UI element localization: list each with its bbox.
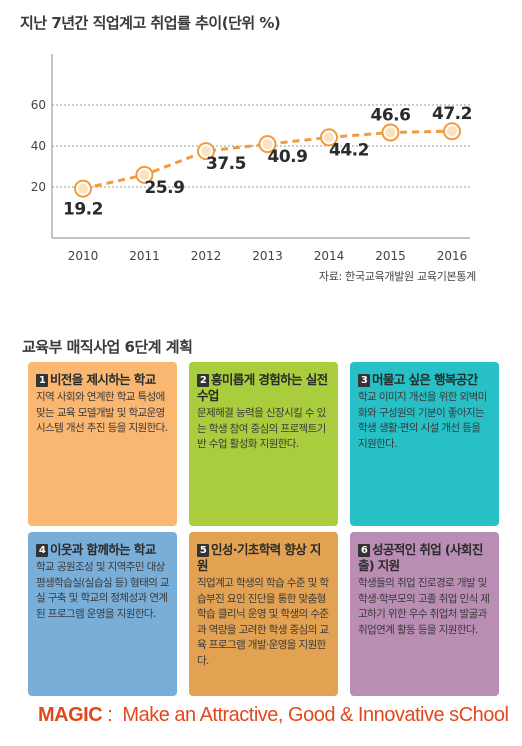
- plan-card-body: 학교 공원조성 및 지역주민 대상 평생학습실(실습실 등) 형태의 교실 구축…: [36, 561, 170, 620]
- data-point-inner: [447, 126, 457, 137]
- plan-card-body: 직업계고 학생의 학습 수준 및 학습부진 요인 진단을 통한 맞춤형 학습 클…: [197, 577, 329, 667]
- line-chart: 20 40 60 2010 2011 2012 2013 2014 2015 2016 19.2 25…: [31, 54, 472, 263]
- plan-card-title: 5 인성·기초학력 향상 지원: [197, 542, 321, 573]
- magic-key: MAGIC: [38, 704, 103, 726]
- plan-card-title: 4 이웃과 함께하는 학교: [36, 542, 169, 558]
- step-number: 3: [358, 374, 370, 387]
- x-tick-label: 2013: [252, 249, 283, 263]
- x-tick-label: 2012: [191, 249, 222, 263]
- plan-card-6: 6 성공적인 취업 (사회진출) 지원 학생들의 취업 진로경로 개발 및 학생·…: [350, 532, 499, 696]
- chart-title: 지난 7년간 직업계고 취업률 추이(단위 %): [20, 14, 281, 32]
- data-label: 19.2: [63, 200, 103, 220]
- data-point-inner: [78, 183, 88, 194]
- plan-card-body: 문제해결 능력을 신장시킬 수 있는 학생 참여 중심의 프로젝트기반 수업 활…: [197, 407, 326, 450]
- data-point-inner: [262, 139, 273, 150]
- plan-title: 교육부 매직사업 6단계 계획: [22, 338, 193, 356]
- data-point-inner: [324, 132, 334, 143]
- step-number: 6: [358, 544, 370, 557]
- x-tick-label: 2011: [129, 249, 160, 263]
- step-number: 5: [197, 544, 209, 557]
- plan-card-title: 2 흥미롭게 경험하는 실전수업: [197, 372, 328, 403]
- magic-sep: :: [102, 704, 123, 726]
- y-tick-label: 40: [31, 139, 46, 153]
- plan-card-2: 2 흥미롭게 경험하는 실전수업 문제해결 능력을 신장시킬 수 있는 학생 참여…: [189, 362, 338, 526]
- plan-card-1: 1 비전을 제시하는 학교 지역 사회와 연계한 학교 특성에 맞는 교육 모델개…: [28, 362, 177, 526]
- data-label: 37.5: [206, 154, 246, 174]
- plan-card-body: 학생들의 취업 진로경로 개발 및 학생·학부모의 고졸 취업 인식 제고하기 …: [358, 577, 490, 636]
- data-point-inner: [201, 146, 211, 157]
- data-label: 25.9: [145, 178, 185, 198]
- data-point-inner: [139, 169, 150, 180]
- magic-slogan: MAGIC : Make an Attractive, Good & Innov…: [38, 704, 509, 727]
- data-label: 46.6: [371, 105, 411, 125]
- data-label: 40.9: [268, 147, 308, 167]
- step-number: 1: [36, 374, 48, 387]
- magic-text: Make an Attractive, Good & Innovative sC…: [122, 704, 509, 726]
- y-tick-label: 60: [31, 98, 46, 112]
- plan-card-title: 3 머물고 싶은 행복공간: [358, 372, 491, 388]
- y-tick-label: 20: [31, 180, 46, 194]
- plan-card-body: 지역 사회와 연계한 학교 특성에 맞는 교육 모델개발 및 학교운영 시스템 …: [36, 391, 168, 434]
- step-number: 4: [36, 544, 48, 557]
- data-point-inner: [385, 127, 396, 138]
- plan-card-4: 4 이웃과 함께하는 학교 학교 공원조성 및 지역주민 대상 평생학습실(실습실…: [28, 532, 177, 696]
- x-tick-label: 2015: [375, 249, 406, 263]
- step-number: 2: [197, 374, 209, 387]
- x-tick-label: 2016: [437, 249, 468, 263]
- plan-card-body: 학교 이미지 개선을 위한 외벽미화와 구성원의 기분이 좋아지는 학생 생활·…: [358, 391, 487, 450]
- plan-card-title: 1 비전을 제시하는 학교: [36, 372, 169, 388]
- plan-card-title: 6 성공적인 취업 (사회진출) 지원: [358, 542, 483, 573]
- x-tick-label: 2014: [314, 249, 345, 263]
- source-note: 자료: 한국교육개발원 교육기본통계: [318, 270, 476, 283]
- data-label: 47.2: [432, 104, 472, 124]
- x-tick-label: 2010: [68, 249, 99, 263]
- plan-card-5: 5 인성·기초학력 향상 지원 직업계고 학생의 학습 수준 및 학습부진 요인 …: [189, 532, 338, 696]
- data-label: 44.2: [329, 140, 369, 160]
- plan-card-3: 3 머물고 싶은 행복공간 학교 이미지 개선을 위한 외벽미화와 구성원의 기분…: [350, 362, 499, 526]
